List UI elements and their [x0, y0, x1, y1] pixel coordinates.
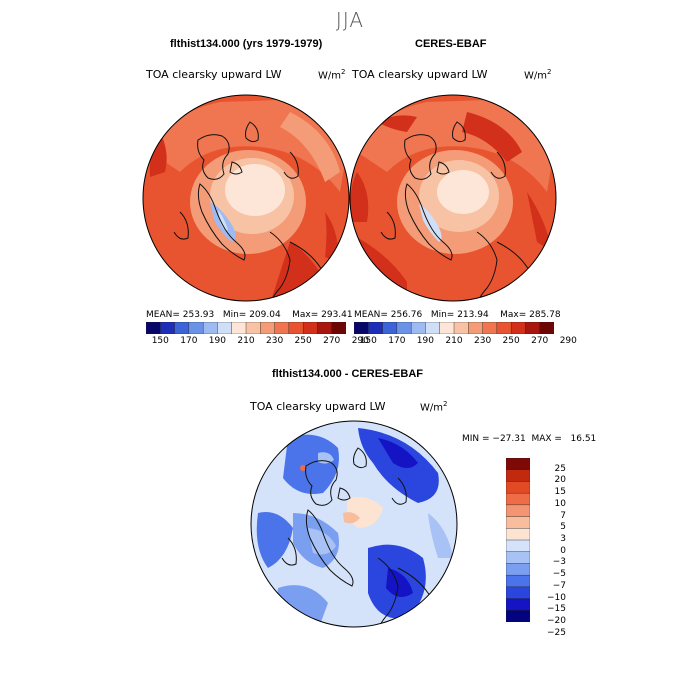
colorbar-tick-label: 270 — [323, 336, 341, 346]
colorbar-swatch — [202, 322, 218, 334]
obs-polar-map — [349, 94, 557, 302]
colorbar-tick-label: 150 — [359, 336, 377, 346]
colorbar-swatch — [260, 322, 276, 334]
colorbar-tick-label: 20 — [554, 475, 566, 486]
diff-minmax: MIN = −27.31 MAX = 16.51 — [462, 434, 597, 444]
obs-colorbar — [354, 322, 554, 334]
colorbar-swatch — [231, 322, 247, 334]
colorbar-swatch — [245, 322, 261, 334]
colorbar-swatch — [174, 322, 190, 334]
colorbar-swatch — [368, 322, 384, 334]
model-polar-map — [142, 94, 350, 302]
obs-stats: MEAN= 256.76 Min= 213.94 Max= 285.78 — [354, 310, 561, 320]
colorbar-swatch — [382, 322, 398, 334]
colorbar-tick-label: 10 — [554, 498, 566, 509]
colorbar-swatch — [506, 458, 530, 471]
colorbar-tick-label: −7 — [552, 580, 566, 591]
colorbar-swatch — [468, 322, 484, 334]
colorbar-tick-label: 15 — [554, 487, 566, 498]
colorbar-tick-label: 230 — [266, 336, 284, 346]
diff-units-label: W/m2 — [420, 400, 448, 414]
colorbar-tick-label: 170 — [388, 336, 406, 346]
colorbar-swatch — [506, 469, 530, 482]
obs-colorbar-swatches — [354, 322, 554, 334]
obs-panel-title: CERES-EBAF — [415, 38, 487, 50]
colorbar-swatch — [425, 322, 441, 334]
colorbar-swatch — [354, 322, 369, 334]
colorbar-tick-label: 290 — [559, 336, 577, 346]
model-colorbar — [146, 322, 346, 334]
colorbar-swatch — [439, 322, 455, 334]
model-colorbar-swatches — [146, 322, 346, 334]
colorbar-tick-label: 3 — [560, 534, 566, 544]
colorbar-swatch — [506, 586, 530, 600]
colorbar-swatch — [506, 598, 530, 611]
colorbar-swatch — [274, 322, 290, 334]
model-stats: MEAN= 253.93 Min= 209.04 Max= 293.41 — [146, 310, 353, 320]
colorbar-swatch — [188, 322, 204, 334]
colorbar-tick-label: −3 — [552, 557, 566, 568]
colorbar-swatch — [302, 322, 318, 334]
model-variable-label: TOA clearsky upward LW — [146, 68, 282, 81]
colorbar-swatch — [506, 516, 530, 529]
colorbar-tick-label: 7 — [560, 510, 566, 521]
colorbar-tick-label: 250 — [502, 336, 520, 346]
colorbar-tick-label: −20 — [547, 616, 566, 626]
colorbar-swatch — [506, 504, 530, 518]
obs-units-label: W/m2 — [524, 68, 552, 82]
diff-variable-label: TOA clearsky upward LW — [250, 400, 386, 413]
colorbar-tick-label: 270 — [531, 336, 549, 346]
colorbar-swatch — [160, 322, 176, 334]
colorbar-tick-label: −5 — [552, 569, 566, 580]
colorbar-swatch — [506, 610, 530, 622]
colorbar-tick-label: −10 — [547, 592, 566, 603]
colorbar-swatch — [496, 322, 512, 334]
model-units-label: W/m2 — [318, 68, 346, 82]
colorbar-tick-label: 190 — [416, 336, 434, 346]
colorbar-swatch — [506, 539, 530, 553]
colorbar-swatch — [453, 322, 469, 334]
colorbar-swatch — [146, 322, 161, 334]
colorbar-swatch — [506, 574, 530, 588]
colorbar-tick-label: 290 — [351, 336, 369, 346]
colorbar-tick-label: 25 — [554, 463, 566, 474]
diff-panel-title: flthist134.000 - CERES-EBAF — [272, 368, 423, 380]
obs-variable-label: TOA clearsky upward LW — [352, 68, 488, 81]
colorbar-swatch — [506, 528, 530, 541]
colorbar-tick-label: 190 — [208, 336, 226, 346]
colorbar-swatch — [510, 322, 526, 334]
colorbar-tick-label: 170 — [180, 336, 198, 346]
colorbar-swatch — [506, 551, 530, 564]
colorbar-tick-label: −15 — [547, 604, 566, 615]
colorbar-swatch — [506, 481, 530, 494]
colorbar-swatch — [539, 322, 554, 334]
obs-colorbar-ticks: 150 170 190 210 230 250 270 290 — [354, 336, 577, 348]
colorbar-tick-label: 230 — [474, 336, 492, 346]
colorbar-swatch — [525, 322, 541, 334]
colorbar-swatch — [217, 322, 233, 334]
diff-colorbar — [506, 458, 530, 622]
colorbar-tick-label: 150 — [151, 336, 169, 346]
colorbar-swatch — [482, 322, 498, 334]
colorbar-tick-label: 210 — [237, 336, 255, 346]
colorbar-tick-label: 250 — [294, 336, 312, 346]
colorbar-swatch — [506, 563, 530, 576]
colorbar-tick-label: 5 — [560, 522, 566, 533]
colorbar-swatch — [331, 322, 346, 334]
colorbar-swatch — [506, 492, 530, 506]
colorbar-swatch — [396, 322, 412, 334]
model-colorbar-ticks: 150 170 190 210 230 250 270 290 — [146, 336, 369, 348]
colorbar-swatch — [317, 322, 333, 334]
colorbar-swatch — [410, 322, 426, 334]
season-title: JJA — [335, 8, 365, 32]
diff-polar-map — [250, 420, 458, 628]
model-panel-title: flthist134.000 (yrs 1979-1979) — [170, 38, 323, 50]
colorbar-swatch — [288, 322, 304, 334]
colorbar-tick-label: 0 — [560, 545, 566, 556]
diff-colorbar-ticks: 25 20 15 10 7 5 3 0 −3 −5 −7 −10 −15 −20 −25 — [536, 458, 576, 638]
colorbar-tick-label: −25 — [547, 627, 566, 638]
colorbar-tick-label: 210 — [445, 336, 463, 346]
